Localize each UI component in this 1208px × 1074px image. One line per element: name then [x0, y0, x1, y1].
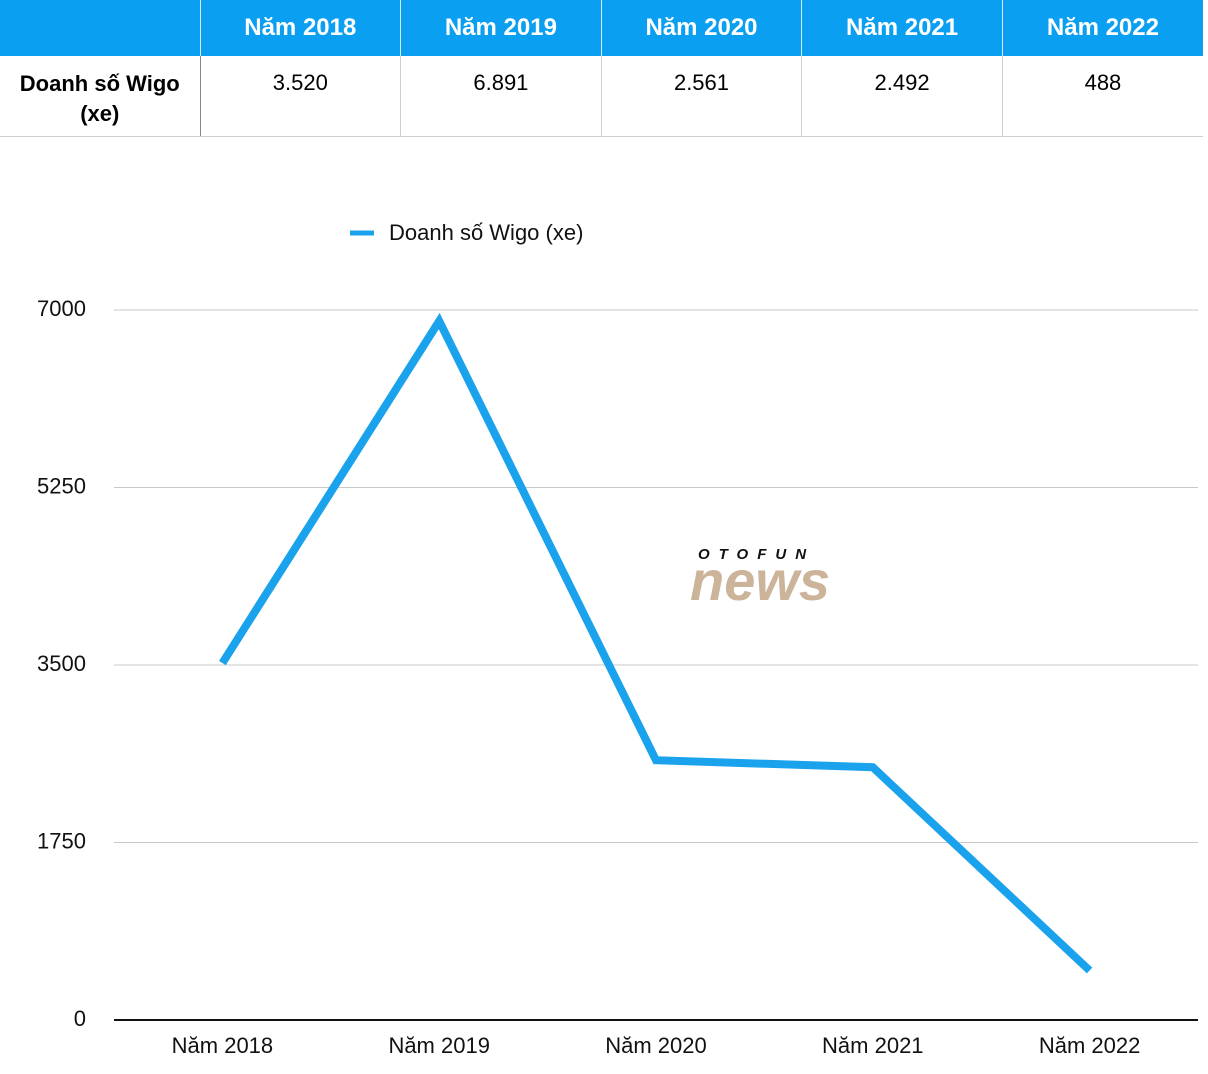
- table-cell: 3.520: [199, 56, 401, 137]
- y-tick-label: 0: [74, 1006, 86, 1031]
- header-cell: Năm 2019: [400, 0, 602, 56]
- x-tick-label: Năm 2021: [822, 1033, 924, 1058]
- table-cell: 6.891: [400, 56, 602, 137]
- watermark-main: news: [690, 549, 830, 612]
- header-cell: Năm 2018: [199, 0, 401, 56]
- y-tick-label: 7000: [37, 296, 86, 321]
- header-cell: Năm 2021: [801, 0, 1003, 56]
- table-cell: 2.561: [600, 56, 802, 137]
- table-body: Doanh số Wigo (xe) 3.520 6.891 2.561 2.492 48…: [0, 56, 1203, 137]
- x-tick-label: Năm 2019: [388, 1033, 490, 1058]
- y-tick-label: 1750: [37, 828, 86, 853]
- legend-label: Doanh số Wigo (xe): [389, 220, 583, 245]
- data-line: [219, 312, 1093, 974]
- y-tick-label: 3500: [37, 651, 86, 676]
- x-tick-label: Năm 2020: [605, 1033, 707, 1058]
- x-tick-label: Năm 2018: [172, 1033, 274, 1058]
- table-row: Doanh số Wigo (xe) 3.520 6.891 2.561 2.492 48…: [0, 56, 1203, 137]
- header-cell: Năm 2022: [1001, 0, 1203, 56]
- data-table: Năm 2018 Năm 2019 Năm 2020 Năm 2021 Năm 2022…: [0, 0, 1203, 137]
- header-row: Năm 2018 Năm 2019 Năm 2020 Năm 2021 Năm 2022: [0, 0, 1203, 56]
- table-cell: 2.492: [801, 56, 1003, 137]
- header-corner: [0, 0, 200, 56]
- x-tick-label: Năm 2022: [1039, 1033, 1141, 1058]
- watermark-top: OTOFUN: [698, 546, 815, 563]
- header-cell: Năm 2020: [600, 0, 802, 56]
- y-tick-label: 5250: [37, 473, 86, 498]
- table-cell: 488: [1001, 56, 1203, 137]
- chart: OTOFUN news 0 1750 3500 5250 7000 Năm 2018 Năm…: [37, 220, 1198, 1058]
- row-label: Doanh số Wigo (xe): [0, 56, 201, 137]
